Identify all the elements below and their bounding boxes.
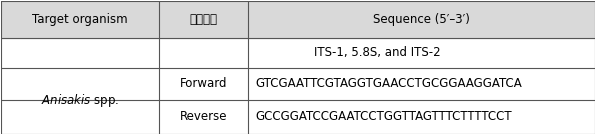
Text: Reverse: Reverse: [179, 110, 227, 123]
Text: Forward: Forward: [179, 77, 227, 90]
Bar: [1, 1, 596, 38]
Text: GTCGAATTCGTAGGTGAACCTGCGGAAGGATCA: GTCGAATTCGTAGGTGAACCTGCGGAAGGATCA: [255, 77, 522, 90]
Text: 프라이머: 프라이머: [190, 13, 217, 26]
Text: $\it{Anisakis}$ spp.: $\it{Anisakis}$ spp.: [41, 92, 119, 109]
Text: Target organism: Target organism: [32, 13, 128, 26]
Text: Sequence (5′–3′): Sequence (5′–3′): [373, 13, 470, 26]
Text: ITS-1, 5.8S, and ITS-2: ITS-1, 5.8S, and ITS-2: [314, 46, 440, 59]
Text: GCCGGATCCGAATCCTGGTTAGTTTCTTTTCCT: GCCGGATCCGAATCCTGGTTAGTTTCTTTTCCT: [255, 110, 512, 123]
